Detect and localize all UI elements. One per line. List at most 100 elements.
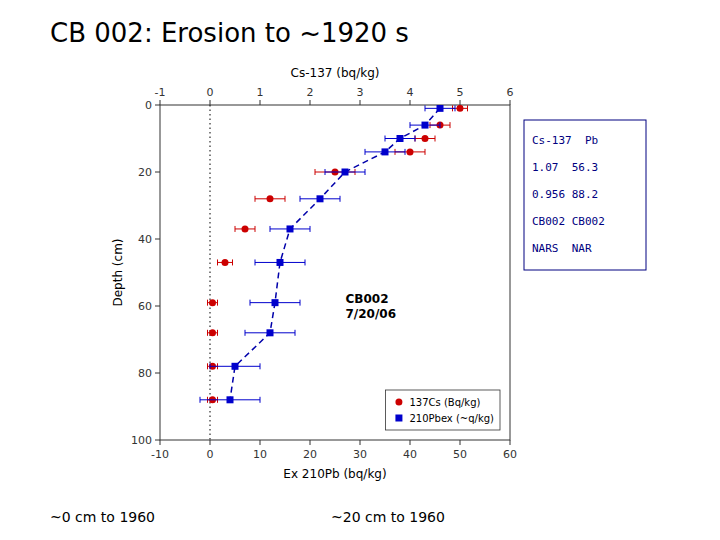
x2-tick [260, 100, 261, 105]
x-tick [510, 440, 511, 445]
x2-tick-label: 4 [407, 86, 414, 99]
error-bar-cap [260, 363, 261, 369]
x-tick-label: -10 [151, 448, 169, 461]
x2-tick-label: 0 [207, 86, 214, 99]
subtitle: ~20 cm to 1960 [331, 509, 445, 525]
error-bar-cap [440, 122, 441, 128]
error-bar [245, 330, 295, 336]
error-bar [200, 397, 260, 403]
annotation-line: 7/20/06 [346, 307, 397, 321]
table-line: CB002 CB002 [532, 215, 605, 228]
table-panel: Cs-137 Pb1.07 56.30.956 88.2CB002 CB002N… [524, 120, 646, 270]
error-bar [385, 136, 415, 142]
error-bar-cap [435, 136, 436, 142]
error-bar-cap [300, 300, 301, 306]
x2-tick [160, 100, 161, 105]
point [397, 135, 404, 142]
x-tick-label: 20 [303, 448, 317, 461]
subtitle: ~0 cm to 1960 [50, 509, 155, 525]
plot-frame [160, 105, 510, 440]
error-bar [415, 136, 435, 142]
x2-axis-label: Cs-137 (bq/kg) [291, 66, 380, 80]
point [277, 259, 284, 266]
x2-tick-label: -1 [155, 86, 166, 99]
point [287, 225, 294, 232]
x-tick [360, 440, 361, 445]
point [222, 259, 229, 266]
x-tick-label: 30 [353, 448, 367, 461]
error-bar-cap [365, 169, 366, 175]
point [267, 195, 274, 202]
error-bar-cap [415, 136, 416, 142]
y-tick-label: 80 [138, 367, 152, 380]
table-line: 0.956 88.2 [532, 188, 598, 201]
x-tick-label: 50 [453, 448, 467, 461]
error-bar [250, 300, 300, 306]
error-bar-cap [315, 169, 316, 175]
y-tick [155, 373, 160, 374]
point [437, 105, 444, 112]
legend-label: 210Pbex (~q/kg) [409, 413, 494, 424]
x-tick [160, 440, 161, 445]
legend-marker [395, 415, 402, 422]
point [209, 299, 216, 306]
error-bar-cap [217, 330, 218, 336]
y-tick-label: 20 [138, 166, 152, 179]
error-bar [300, 196, 340, 202]
error-bar-cap [365, 149, 366, 155]
error-bar-cap [305, 259, 306, 265]
point [407, 148, 414, 155]
y-tick [155, 239, 160, 240]
y-tick-label: 60 [138, 300, 152, 313]
x2-tick [460, 100, 461, 105]
reference-line [210, 105, 211, 440]
error-bar-cap [210, 363, 211, 369]
error-bar [270, 226, 310, 232]
legend: 137Cs (Bq/kg) 210Pbex (~q/kg) [385, 390, 500, 430]
error-bar-cap [207, 363, 208, 369]
error-bar-cap [340, 196, 341, 202]
x2-tick [360, 100, 361, 105]
error-bar-cap [467, 105, 468, 111]
error-bar-cap [385, 136, 386, 142]
x2-tick [510, 100, 511, 105]
legend-box [385, 390, 500, 430]
y-axis-label: Depth (cm) [111, 238, 125, 306]
annotation-line: CB002 [346, 292, 389, 306]
error-bar-cap [250, 300, 251, 306]
point [342, 169, 349, 176]
error-bar-cap [260, 397, 261, 403]
x-tick-label: 40 [403, 448, 417, 461]
y-tick-label: 0 [145, 99, 152, 112]
legend-marker [395, 399, 402, 406]
table-line: 1.07 56.3 [532, 161, 598, 174]
y-tick-label: 100 [131, 434, 152, 447]
x-tick [260, 440, 261, 445]
error-bar-cap [425, 105, 426, 111]
error-bar-cap [325, 169, 326, 175]
point [457, 105, 464, 112]
error-bar [365, 149, 405, 155]
error-bar [210, 363, 260, 369]
curve [230, 108, 440, 399]
legend-label: 137Cs (Bq/kg) [409, 397, 480, 408]
error-bar-cap [295, 330, 296, 336]
error-bar-cap [310, 226, 311, 232]
x-tick [210, 440, 211, 445]
x2-tick-label: 6 [507, 86, 514, 99]
table-box [524, 120, 646, 270]
x-tick [310, 440, 311, 445]
x-tick [410, 440, 411, 445]
point [227, 396, 234, 403]
x-axis-label: Ex 210Pb (bq/kg) [283, 467, 386, 481]
point [242, 225, 249, 232]
y-tick [155, 440, 160, 441]
x-tick [460, 440, 461, 445]
error-bar [255, 196, 285, 202]
x-tick-label: 0 [207, 448, 214, 461]
error-bar [235, 226, 255, 232]
error-bar-cap [200, 397, 201, 403]
error-bar-cap [245, 330, 246, 336]
x-tick-label: 60 [503, 448, 517, 461]
error-bar-cap [300, 196, 301, 202]
